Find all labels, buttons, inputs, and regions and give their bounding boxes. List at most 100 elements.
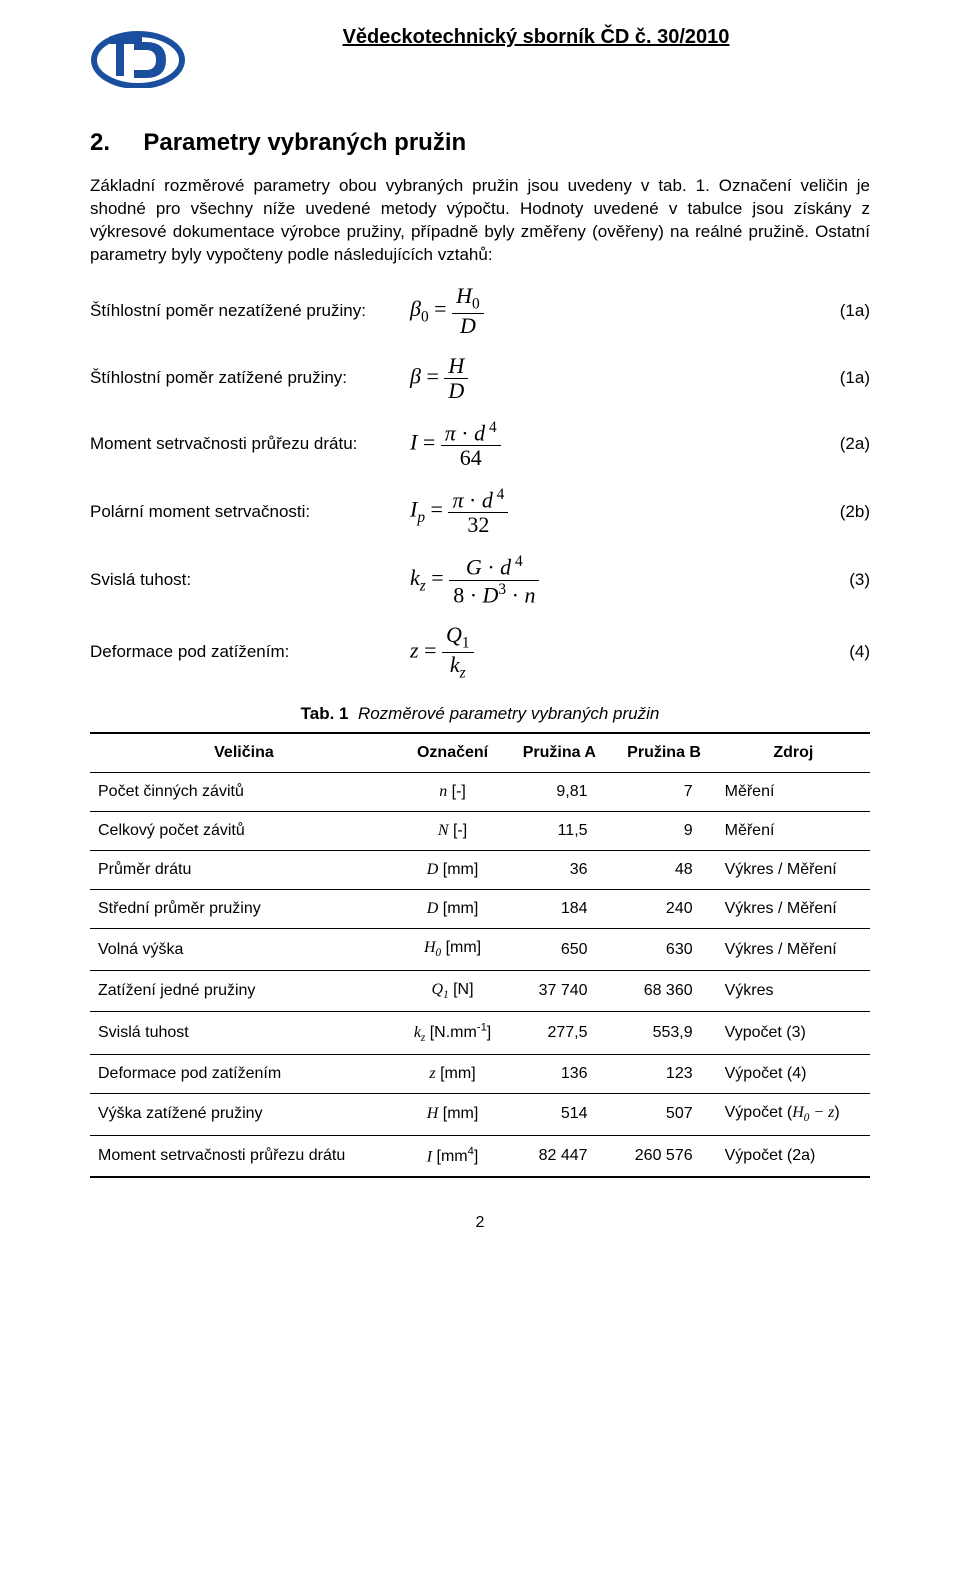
table-cell-velicina: Deformace pod zatížením [90,1055,398,1094]
table-cell-pruzina-b: 48 [612,851,717,890]
page: Vědeckotechnický sborník ČD č. 30/2010 2… [0,0,960,1272]
table-header-row: Veličina Označení Pružina A Pružina B Zd… [90,733,870,773]
page-header: Vědeckotechnický sborník ČD č. 30/2010 [90,24,870,93]
equation-row: Štíhlostní poměr nezatížené pružiny: β0 … [90,285,870,337]
table-cell-pruzina-a: 650 [507,929,611,970]
equation-number: (2a) [810,434,870,454]
table-cell-velicina: Moment setrvačnosti průřezu drátu [90,1135,398,1177]
equation-row: Moment setrvačnosti průřezu drátu: I = π… [90,420,870,469]
table-cell-zdroj: Vypočet (3) [717,1011,870,1055]
equation-row: Svislá tuhost: kz = G · d 48 · D3 · n (3… [90,554,870,606]
table-row: Výška zatížené pružinyH [mm]514507Výpoče… [90,1094,870,1135]
page-number: 2 [90,1214,870,1232]
table-header: Pružina A [507,733,611,773]
table-cell-pruzina-a: 11,5 [507,812,611,851]
parameters-table: Veličina Označení Pružina A Pružina B Zd… [90,732,870,1177]
table-row: Průměr drátuD [mm]3648Výkres / Měření [90,851,870,890]
table-row: Zatížení jedné pružinyQ1 [N]37 74068 360… [90,970,870,1011]
equation-row: Štíhlostní poměr zatížené pružiny: β = H… [90,355,870,402]
equation-number: (2b) [810,502,870,522]
table-cell-oznaceni: kz [N.mm-1] [398,1011,507,1055]
table-cell-pruzina-b: 7 [612,773,717,812]
table-cell-pruzina-b: 9 [612,812,717,851]
table-cell-pruzina-a: 184 [507,890,611,929]
table-cell-pruzina-b: 507 [612,1094,717,1135]
equation-formula: β = HD [410,355,810,402]
equation-number: (4) [810,642,870,662]
table-cell-pruzina-a: 9,81 [507,773,611,812]
table-header: Veličina [90,733,398,773]
table-cell-oznaceni: z [mm] [398,1055,507,1094]
table-row: Svislá tuhostkz [N.mm-1]277,5553,9Vypoče… [90,1011,870,1055]
journal-title: Vědeckotechnický sborník ČD č. 30/2010 [202,26,870,49]
section-number: 2. [90,129,110,156]
table-row: Střední průměr pružinyD [mm]184240Výkres… [90,890,870,929]
table-cell-zdroj: Výkres / Měření [717,929,870,970]
table-row: Celkový počet závitůN [-]11,59Měření [90,812,870,851]
equation-number: (1a) [810,368,870,388]
equation-row: Deformace pod zatížením: z = Q1kz (4) [90,624,870,681]
table-cell-oznaceni: N [-] [398,812,507,851]
table-caption: Tab. 1 Rozměrové parametry vybraných pru… [90,704,870,724]
table-cell-velicina: Volná výška [90,929,398,970]
intro-paragraph: Základní rozměrové parametry obou vybran… [90,175,870,267]
table-cell-zdroj: Výpočet (4) [717,1055,870,1094]
table-cell-velicina: Zatížení jedné pružiny [90,970,398,1011]
section-heading: 2. Parametry vybraných pružin [90,129,870,157]
table-cell-pruzina-b: 240 [612,890,717,929]
equation-formula: β0 = H0D [410,285,810,337]
table-header: Zdroj [717,733,870,773]
table-cell-pruzina-b: 553,9 [612,1011,717,1055]
equation-label: Štíhlostní poměr zatížené pružiny: [90,368,410,388]
equation-label: Polární moment setrvačnosti: [90,502,410,522]
table-cell-oznaceni: n [-] [398,773,507,812]
equation-formula: Ip = π · d 432 [410,487,810,536]
table-caption-title: Rozměrové parametry vybraných pružin [358,704,659,723]
section-title: Parametry vybraných pružin [143,129,466,156]
table-cell-zdroj: Výkres [717,970,870,1011]
table-cell-pruzina-a: 36 [507,851,611,890]
equation-number: (1a) [810,301,870,321]
table-row: Deformace pod zatíženímz [mm]136123Výpoč… [90,1055,870,1094]
table-cell-zdroj: Měření [717,773,870,812]
equation-formula: I = π · d 464 [410,420,810,469]
equation-label: Deformace pod zatížením: [90,642,410,662]
table-cell-pruzina-b: 260 576 [612,1135,717,1177]
table-header: Označení [398,733,507,773]
table-cell-velicina: Počet činných závitů [90,773,398,812]
table-cell-zdroj: Měření [717,812,870,851]
table-cell-oznaceni: H [mm] [398,1094,507,1135]
table-row: Volná výškaH0 [mm]650630Výkres / Měření [90,929,870,970]
table-cell-oznaceni: I [mm4] [398,1135,507,1177]
equation-row: Polární moment setrvačnosti: Ip = π · d … [90,487,870,536]
table-cell-velicina: Průměr drátu [90,851,398,890]
equation-number: (3) [810,570,870,590]
table-cell-zdroj: Výpočet (2a) [717,1135,870,1177]
equation-label: Svislá tuhost: [90,570,410,590]
cd-logo [90,24,186,93]
table-cell-oznaceni: D [mm] [398,890,507,929]
table-row: Počet činných závitůn [-]9,817Měření [90,773,870,812]
equation-formula: kz = G · d 48 · D3 · n [410,554,810,606]
table-cell-zdroj: Výkres / Měření [717,851,870,890]
table-cell-oznaceni: H0 [mm] [398,929,507,970]
equation-label: Štíhlostní poměr nezatížené pružiny: [90,301,410,321]
table-cell-oznaceni: Q1 [N] [398,970,507,1011]
table-cell-pruzina-a: 514 [507,1094,611,1135]
equation-label: Moment setrvačnosti průřezu drátu: [90,434,410,454]
table-cell-zdroj: Výkres / Měření [717,890,870,929]
table-cell-zdroj: Výpočet (H0 − z) [717,1094,870,1135]
table-cell-velicina: Celkový počet závitů [90,812,398,851]
table-cell-pruzina-a: 136 [507,1055,611,1094]
table-cell-velicina: Svislá tuhost [90,1011,398,1055]
table-cell-pruzina-b: 630 [612,929,717,970]
table-cell-pruzina-a: 37 740 [507,970,611,1011]
table-cell-pruzina-a: 277,5 [507,1011,611,1055]
table-header: Pružina B [612,733,717,773]
table-cell-pruzina-b: 123 [612,1055,717,1094]
table-cell-pruzina-a: 82 447 [507,1135,611,1177]
table-cell-pruzina-b: 68 360 [612,970,717,1011]
table-caption-label: Tab. 1 [301,704,349,723]
table-cell-velicina: Výška zatížené pružiny [90,1094,398,1135]
equation-formula: z = Q1kz [410,624,810,681]
